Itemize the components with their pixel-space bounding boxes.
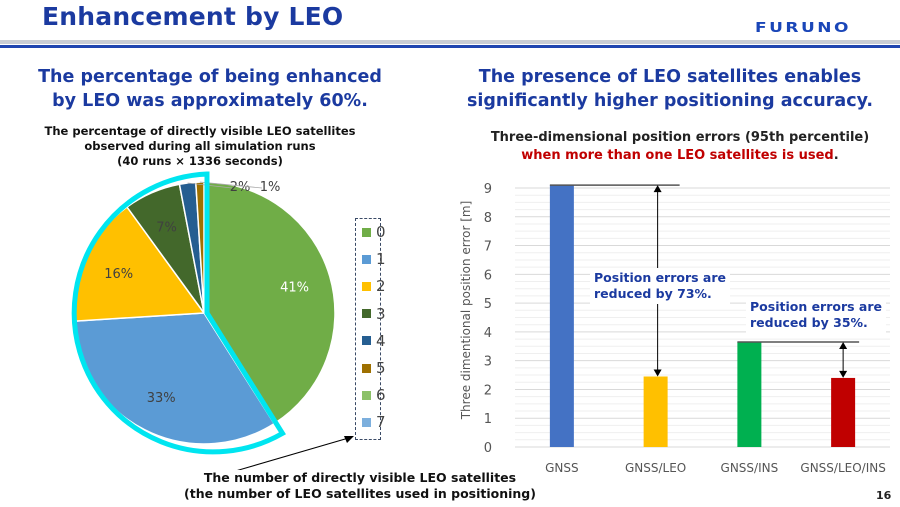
x-tick-label: GNSS/LEO/INS (800, 461, 885, 475)
pie-slices (72, 181, 336, 445)
y-tick-label: 4 (484, 326, 492, 341)
pie-label-5: 1% (260, 180, 281, 195)
legend-item-5: 5 (362, 359, 386, 377)
pie-leader-line (187, 182, 233, 189)
header-divider-blue (0, 45, 900, 48)
bar-gnss-leo-ins (831, 377, 856, 447)
header-divider-gray (0, 40, 900, 44)
x-tick-label: GNSS/LEO (625, 461, 686, 475)
legend-item-0: 0 (362, 223, 386, 241)
arrow-35-head-up (839, 341, 848, 349)
y-tick-label: 3 (484, 355, 492, 370)
callout-line: Position errors are (594, 270, 727, 285)
legend-label: 3 (376, 304, 386, 323)
left-headline: The percentage of being enhanced by LEO … (20, 65, 400, 113)
legend-swatch (362, 254, 371, 264)
left-headline-line: by LEO was approximately 60%. (52, 91, 368, 111)
bar-y-ticks: 0 1 2 3 4 5 6 7 8 9 (484, 182, 492, 456)
bar-x-ticks: GNSS GNSS/LEO GNSS/INS GNSS/LEO/INS (545, 461, 886, 475)
legend-label: 4 (376, 331, 386, 350)
legend-label: 1 (376, 250, 386, 269)
pie-title-line: observed during all simulation runs (84, 139, 316, 153)
y-tick-label: 6 (484, 268, 492, 283)
caption-arrow-line (237, 436, 353, 470)
arrow-35-head-down (839, 370, 848, 378)
bar-subtitle-suffix: . (833, 148, 839, 163)
bar-chart-title: Three-dimensional position errors (95th … (470, 129, 890, 165)
legend-label: 0 (376, 223, 386, 241)
page-number: 16 (876, 489, 892, 502)
callout-line: reduced by 35%. (750, 315, 868, 330)
y-tick-label: 5 (484, 297, 492, 312)
right-headline-line: The presence of LEO satellites enables (478, 67, 862, 87)
legend-swatch (362, 309, 371, 319)
y-tick-label: 9 (484, 182, 492, 197)
legend-label: 5 (376, 359, 386, 377)
pie-caption-line: (the number of LEO satellites used in po… (184, 486, 536, 501)
pie-chart-title: The percentage of directly visible LEO s… (40, 124, 360, 169)
pie-highlight-outline (71, 171, 286, 455)
right-headline: The presence of LEO satellites enables s… (450, 65, 890, 113)
legend-item-7: 7 (362, 413, 386, 431)
pie-slice-5 (194, 181, 205, 314)
x-tick-label: GNSS (545, 461, 579, 475)
legend-swatch (362, 336, 371, 346)
legend-swatch (362, 363, 371, 373)
pie-labels: 41% 33% 16% 7% 2% 1% (104, 180, 309, 406)
pie-label-0: 41% (280, 281, 309, 296)
caption-arrow-head (344, 436, 354, 443)
legend-item-3: 3 (362, 305, 386, 323)
bar-y-axis-label: Three dimentional position error [m] (459, 201, 473, 421)
pie-label-2: 16% (104, 267, 133, 282)
left-headline-line: The percentage of being enhanced (38, 67, 382, 87)
legend-swatch (362, 390, 371, 400)
pie-legend: 0 1 2 3 4 5 6 7 (355, 218, 386, 440)
callout-73-percent: Position errors are reduced by 73%. (590, 268, 731, 304)
legend-label: 6 (376, 386, 386, 405)
bar-bars (549, 185, 856, 447)
right-headline-line: significantly higher positioning accurac… (466, 91, 874, 111)
callout-line: Position errors are (750, 299, 883, 314)
legend-swatch (362, 227, 371, 237)
y-tick-label: 7 (484, 240, 492, 255)
bar-gridlines (515, 187, 890, 448)
furuno-logo: FURUNO (755, 20, 851, 36)
legend-label: 7 (376, 413, 386, 432)
legend-swatch (362, 281, 371, 291)
pie-caption-line: The number of directly visible LEO satel… (203, 470, 517, 485)
x-tick-label: GNSS/INS (721, 461, 779, 475)
legend-item-4: 4 (362, 332, 386, 350)
arrow-73-head-down (653, 369, 662, 377)
bar-chart: 0 1 2 3 4 5 6 7 8 9 Three dimentional position er… (459, 182, 890, 475)
y-tick-label: 0 (484, 441, 492, 456)
pie-caption: The number of directly visible LEO satel… (150, 470, 570, 502)
bar-gnss (549, 185, 574, 447)
y-tick-label: 1 (484, 412, 492, 427)
bar-gnss-leo (643, 376, 668, 447)
legend-swatch (362, 417, 371, 427)
arrow-73-head-up (653, 185, 662, 193)
callout-35-percent: Position errors are reduced by 35%. (746, 297, 887, 333)
pie-label-3: 7% (156, 220, 177, 235)
pie-chart: 41% 33% 16% 7% 2% 1% (71, 171, 354, 470)
y-tick-label: 8 (484, 211, 492, 226)
pie-label-4: 2% (230, 180, 251, 195)
legend-item-2: 2 (362, 277, 386, 295)
pie-label-1: 33% (147, 391, 176, 406)
y-tick-label: 2 (484, 383, 492, 398)
bar-subtitle-line: when more than one LEO satellites is use… (470, 147, 890, 165)
bar-gnss-ins (737, 341, 762, 447)
pie-title-line: (40 runs × 1336 seconds) (117, 154, 283, 168)
bar-title-line: Three-dimensional position errors (95th … (490, 130, 870, 145)
pie-title-line: The percentage of directly visible LEO s… (44, 124, 356, 138)
pie-leader-line (199, 181, 263, 189)
callout-line: reduced by 73%. (594, 286, 712, 301)
bar-subtitle: when more than one LEO satellites is use… (521, 148, 834, 163)
legend-item-6: 6 (362, 386, 386, 404)
slide-title: Enhancement by LEO (42, 2, 344, 31)
legend-item-1: 1 (362, 250, 386, 268)
legend-label: 2 (376, 277, 386, 296)
